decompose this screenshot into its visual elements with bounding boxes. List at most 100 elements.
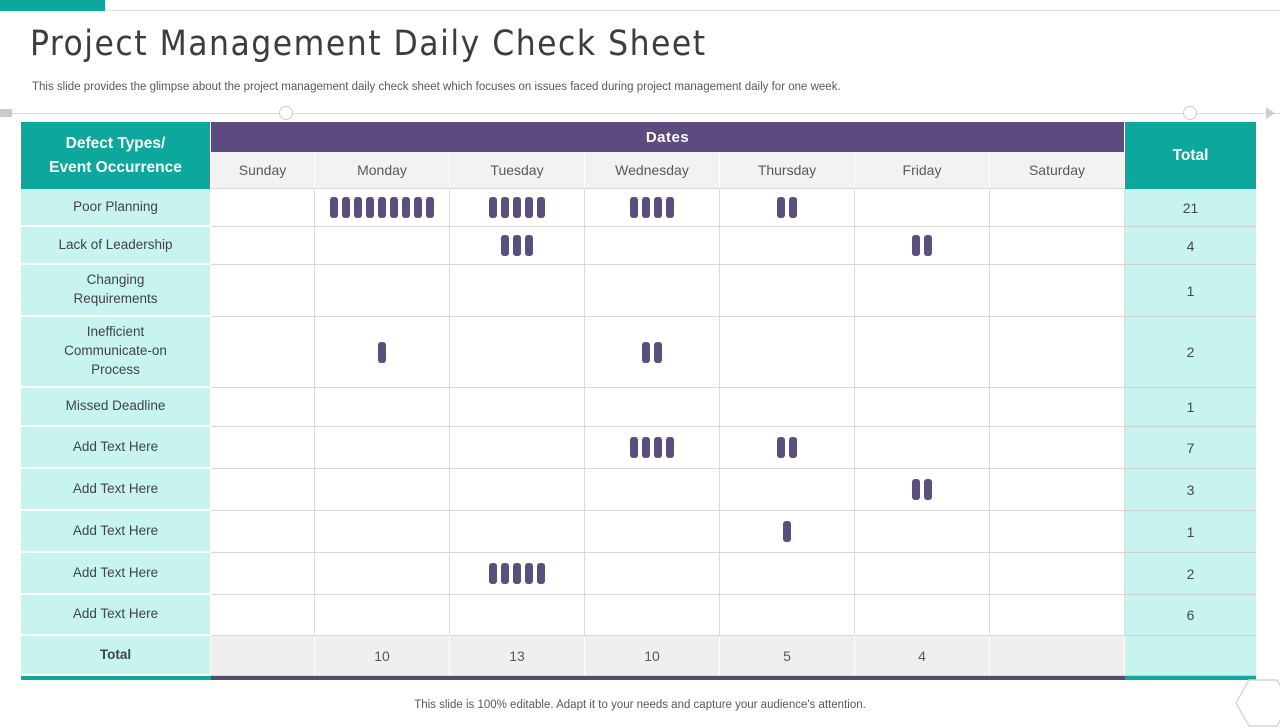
tally-mark [513, 235, 521, 256]
tally-cell [211, 317, 315, 388]
tally-cell [211, 553, 315, 595]
tally-cell [990, 427, 1125, 469]
hexagon-icon [1235, 679, 1280, 727]
tally-cell [315, 317, 450, 388]
tally-mark [783, 521, 791, 542]
row-label: Lack of Leadership [21, 227, 211, 265]
tally-mark [789, 437, 797, 458]
row-total: 7 [1125, 427, 1256, 469]
tally-cell [855, 511, 990, 553]
table-header: Defect Types/ Event Occurrence Dates Sun… [21, 122, 1256, 189]
corner-header-cell: Defect Types/ Event Occurrence [21, 122, 211, 189]
row-total: 21 [1125, 189, 1256, 227]
divider-circle-icon [279, 106, 293, 120]
tally-cell [585, 427, 720, 469]
table-row: Changing Requirements 1 [21, 265, 1256, 317]
grand-total [1125, 636, 1256, 676]
tally-mark [501, 197, 509, 218]
totals-label: Total [21, 636, 211, 676]
tally-mark [414, 197, 422, 218]
tally-mark [654, 341, 662, 363]
row-label: Missed Deadline [21, 388, 211, 427]
tally-mark [390, 197, 398, 218]
tally-mark [525, 235, 533, 256]
tally-cell [450, 265, 585, 317]
row-label: Inefficient Communicate-on Process [21, 317, 211, 388]
tally-mark [489, 563, 497, 584]
dates-header-cell: Dates [211, 122, 1125, 152]
row-label: Add Text Here [21, 511, 211, 553]
row-total: 2 [1125, 553, 1256, 595]
tally-cell [855, 427, 990, 469]
divider-circle-icon [1183, 106, 1197, 120]
tally-cell [720, 388, 855, 427]
day-header-sunday: Sunday [211, 152, 315, 189]
tally-cell [450, 227, 585, 265]
tally-cell [990, 595, 1125, 636]
divider-arrow-icon [1266, 107, 1275, 119]
tally-mark [537, 197, 545, 218]
tally-cell [585, 469, 720, 511]
tally-mark [924, 235, 932, 256]
day-total: 10 [315, 636, 450, 676]
tally-cell [720, 317, 855, 388]
tally-cell [450, 511, 585, 553]
tally-cell [211, 265, 315, 317]
tally-mark [525, 197, 533, 218]
tally-cell [315, 595, 450, 636]
day-header-monday: Monday [315, 152, 450, 189]
tally-cell [211, 427, 315, 469]
table-row: Inefficient Communicate-on Process 2 [21, 317, 1256, 388]
tally-cell [990, 265, 1125, 317]
tally-mark [342, 197, 350, 218]
tally-mark [378, 341, 386, 363]
tally-cell [855, 388, 990, 427]
tally-cell [585, 511, 720, 553]
footer-note: This slide is 100% editable. Adapt it to… [414, 699, 866, 711]
check-sheet-table: Defect Types/ Event Occurrence Dates Sun… [21, 122, 1256, 680]
row-total: 2 [1125, 317, 1256, 388]
tally-cell [855, 227, 990, 265]
tally-cell [315, 189, 450, 227]
tally-cell [720, 427, 855, 469]
day-total: 4 [855, 636, 990, 676]
tally-cell [450, 317, 585, 388]
tally-cell [720, 265, 855, 317]
table-row: Missed Deadline 1 [21, 388, 1256, 427]
day-total: 13 [450, 636, 585, 676]
tally-cell [450, 595, 585, 636]
tally-cell [990, 317, 1125, 388]
tally-cell [450, 469, 585, 511]
table-row: Add Text Here 7 [21, 427, 1256, 469]
row-total: 6 [1125, 595, 1256, 636]
tally-cell [720, 595, 855, 636]
tally-cell [990, 227, 1125, 265]
tally-cell [720, 227, 855, 265]
tally-mark [537, 563, 545, 584]
tally-mark [501, 235, 509, 256]
tally-cell [990, 388, 1125, 427]
tally-mark [513, 563, 521, 584]
total-header-cell: Total [1125, 122, 1256, 189]
tally-mark [630, 437, 638, 458]
row-total: 1 [1125, 265, 1256, 317]
page-subtitle: This slide provides the glimpse about th… [32, 81, 841, 93]
table-body: Poor Planning 21 Lack of Leadership 4 Changi… [21, 189, 1256, 636]
tally-mark [777, 437, 785, 458]
tally-mark [642, 437, 650, 458]
tally-mark [789, 197, 797, 218]
tally-cell [990, 189, 1125, 227]
table-row: Lack of Leadership 4 [21, 227, 1256, 265]
tally-cell [720, 553, 855, 595]
tally-mark [501, 563, 509, 584]
tally-cell [315, 469, 450, 511]
tally-mark [354, 197, 362, 218]
tally-cell [211, 469, 315, 511]
tally-cell [315, 511, 450, 553]
tally-mark [642, 197, 650, 218]
tally-cell [315, 388, 450, 427]
row-label: Add Text Here [21, 553, 211, 595]
tally-cell [585, 553, 720, 595]
tally-mark [525, 563, 533, 584]
tally-cell [450, 427, 585, 469]
